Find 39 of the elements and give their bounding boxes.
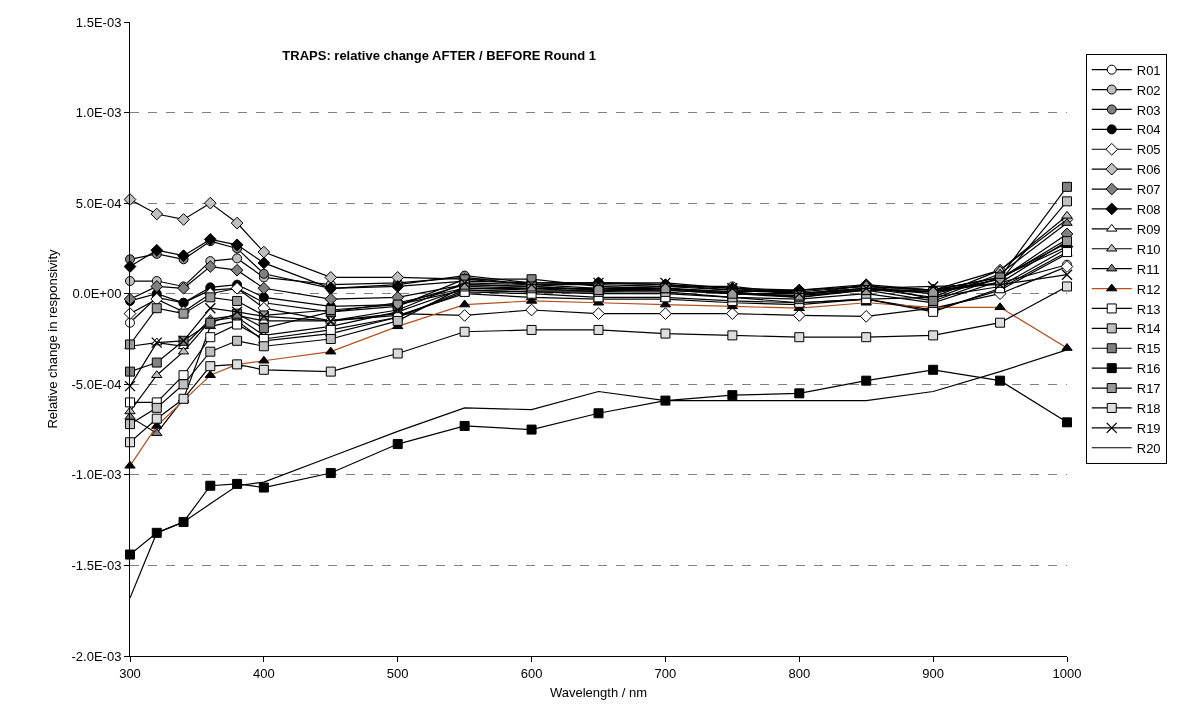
legend-label: R15 — [1136, 341, 1161, 357]
x-tick-label: 300 — [119, 665, 141, 681]
legend-label: R17 — [1136, 381, 1161, 397]
legend-label: R13 — [1136, 301, 1161, 317]
y-tick-label: -1.0E-03 — [71, 467, 122, 483]
y-tick-label: -1.5E-03 — [71, 557, 122, 573]
y-tick-label: 1.5E-03 — [75, 14, 122, 30]
legend-label: R05 — [1136, 142, 1161, 158]
legend-label: R09 — [1136, 221, 1161, 237]
legend-label: R08 — [1136, 202, 1161, 218]
y-tick-label: 1.0E-03 — [75, 105, 122, 121]
y-tick-label: -5.0E-04 — [71, 376, 122, 392]
legend-label: R06 — [1136, 162, 1161, 178]
y-tick-label: -2.0E-03 — [71, 648, 122, 664]
legend-label: R07 — [1136, 182, 1161, 198]
x-tick-label: 400 — [253, 665, 275, 681]
x-tick-label: 1000 — [1052, 665, 1082, 681]
y-tick-label: 5.0E-04 — [75, 195, 122, 211]
legend-label: R18 — [1136, 401, 1161, 417]
legend-label: R02 — [1136, 82, 1161, 98]
x-tick-label: 500 — [386, 665, 409, 681]
legend-label: R14 — [1136, 321, 1161, 337]
legend-label: R11 — [1136, 261, 1160, 277]
text: TRAPS: relative change AFTER / BEFORE Round 1 — [282, 48, 597, 64]
legend-label: R16 — [1136, 361, 1161, 377]
x-tick-label: 700 — [654, 665, 677, 681]
legend-label: R04 — [1136, 122, 1161, 138]
legend-label: R10 — [1136, 241, 1161, 257]
x-tick-label: 900 — [922, 665, 944, 681]
legend-label: R03 — [1136, 102, 1161, 118]
legend-label: R12 — [1136, 281, 1161, 297]
y-axis-title: Relative change in responsivity — [45, 248, 61, 429]
x-tick-label: 600 — [520, 665, 543, 681]
x-tick-label: 800 — [788, 665, 811, 681]
legend-label: R19 — [1136, 420, 1161, 436]
y-tick-label: 0.0E+00 — [72, 286, 122, 302]
x-axis-title: Wavelength / nm — [549, 685, 648, 701]
legend-label: R20 — [1136, 440, 1161, 456]
legend-label: R01 — [1136, 62, 1161, 78]
